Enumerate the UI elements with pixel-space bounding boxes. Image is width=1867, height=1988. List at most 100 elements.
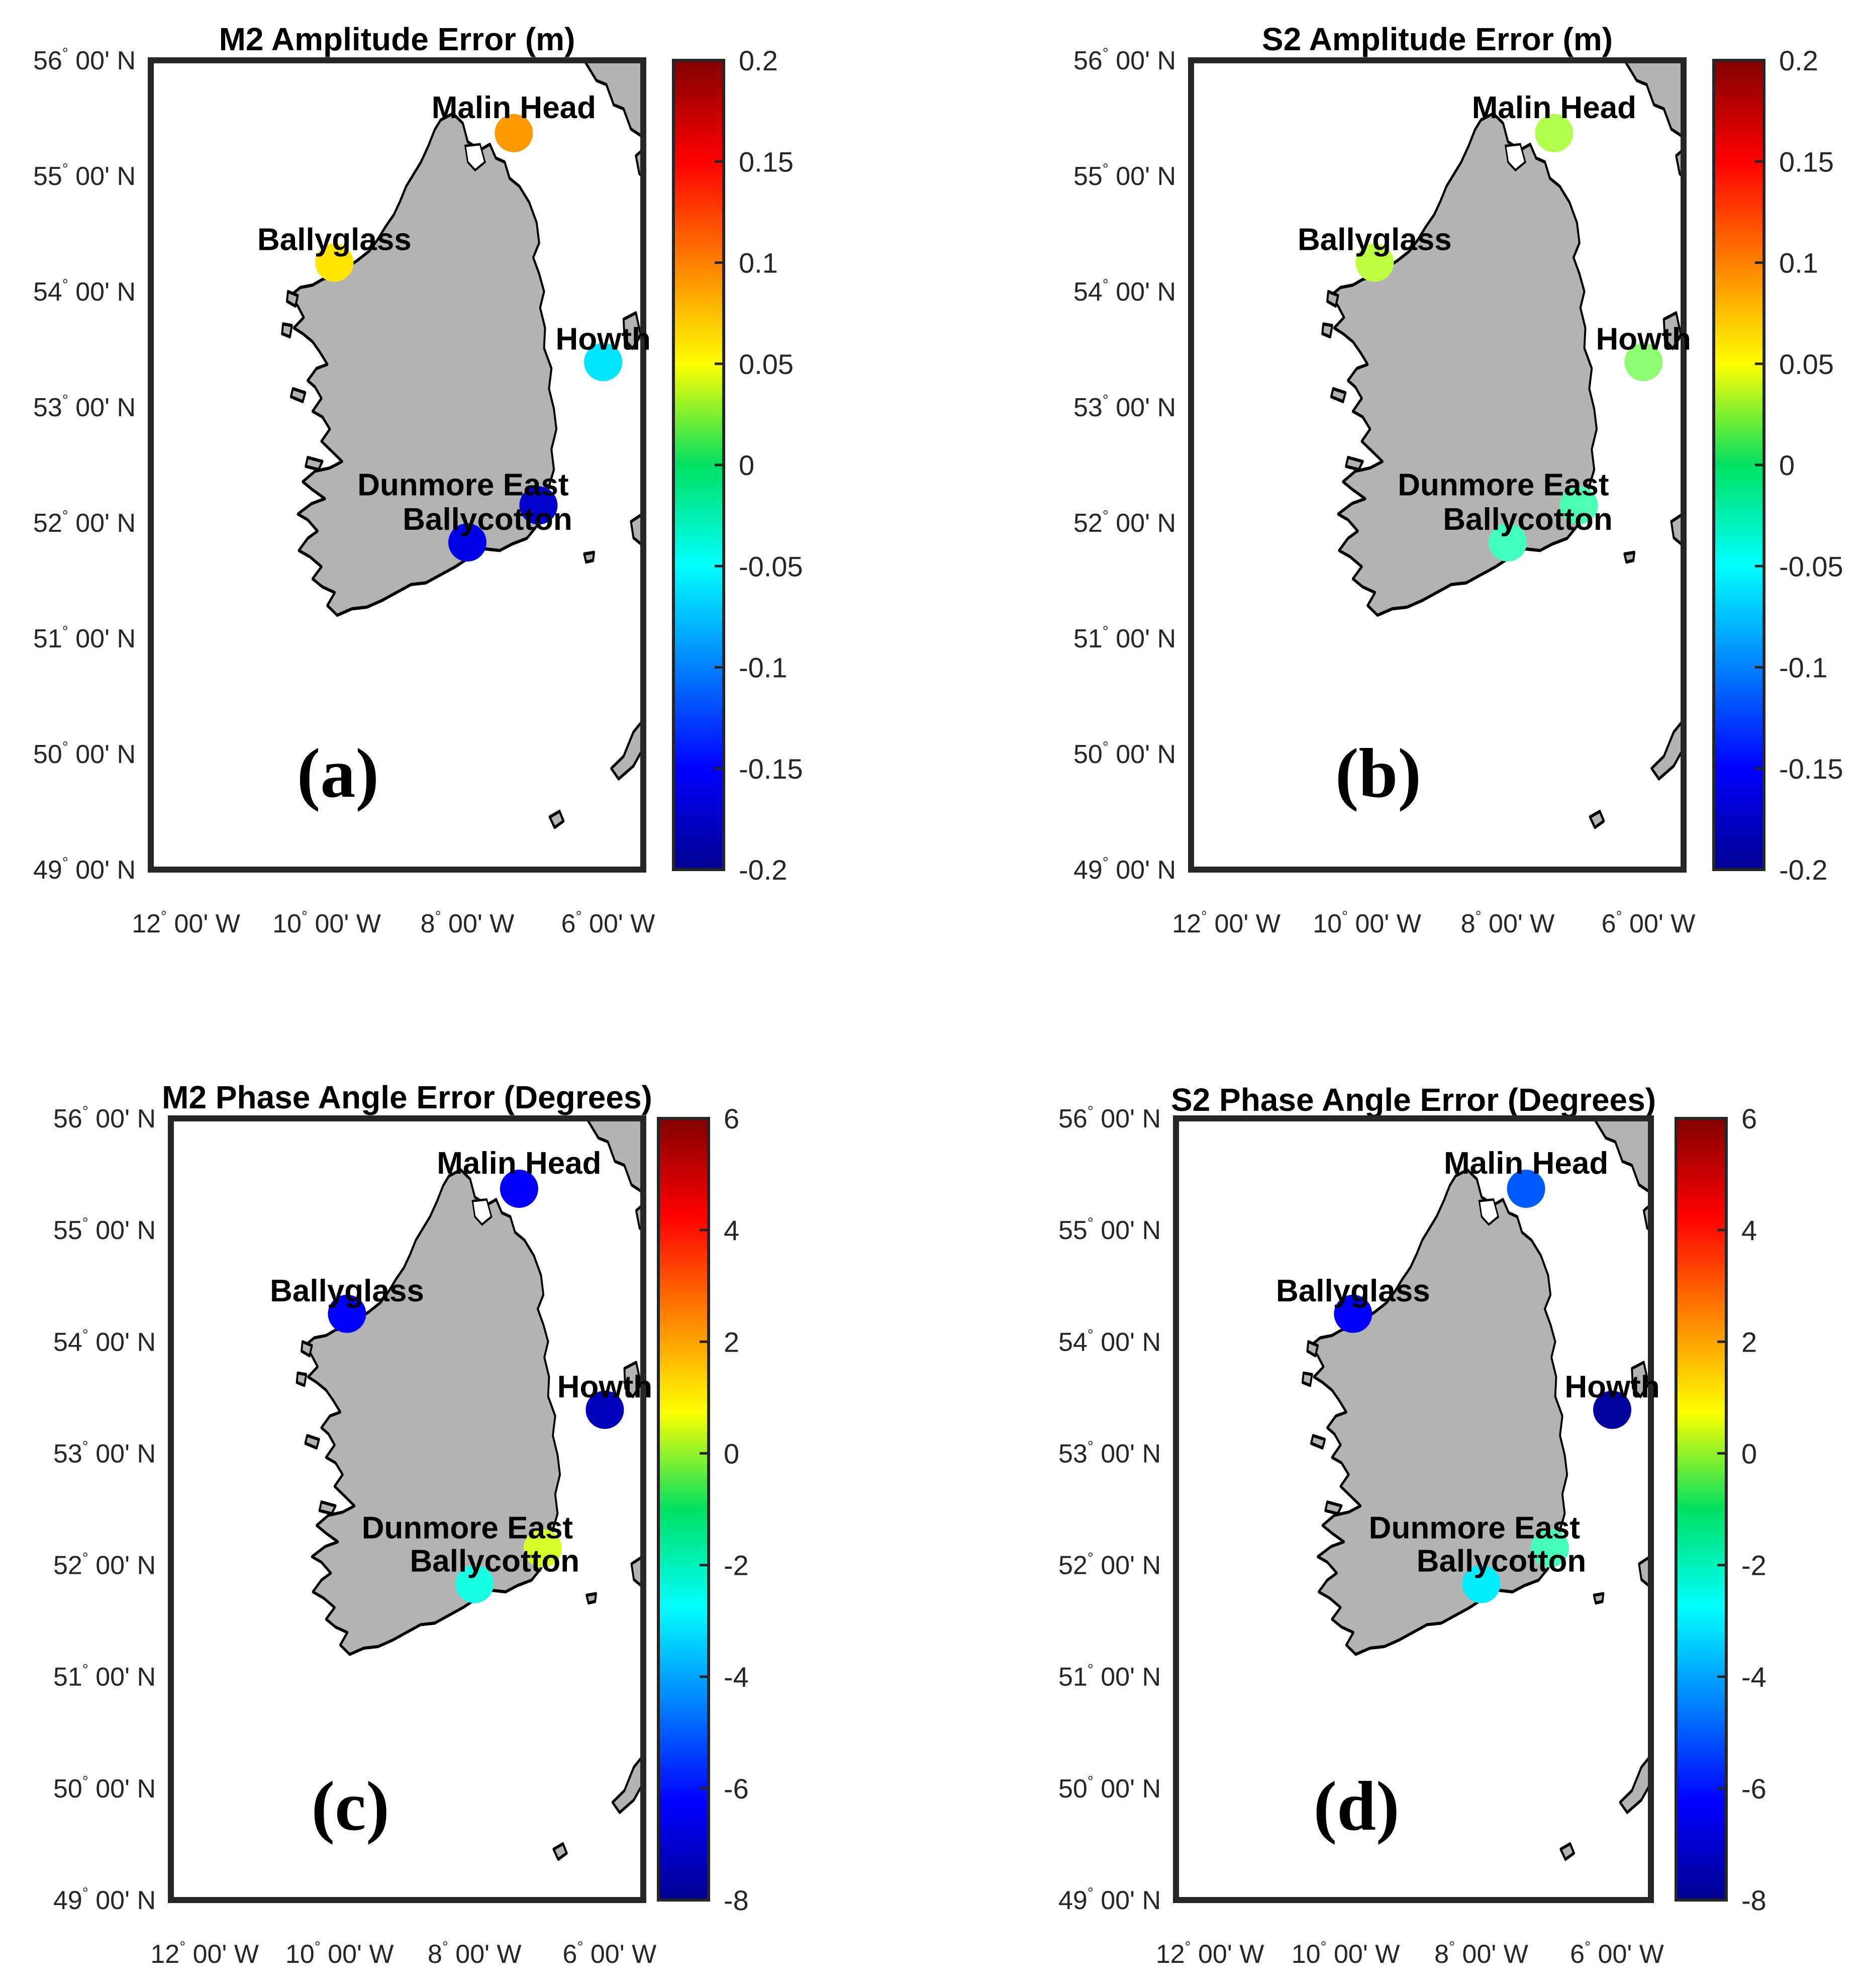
colorbar-tick-label: -0.1 xyxy=(1779,652,1828,684)
colorbar-tick-label: 0 xyxy=(1779,449,1795,481)
colorbar-tick-label: -0.1 xyxy=(739,652,788,684)
colorbar-tick-label: -0.05 xyxy=(1779,550,1843,582)
latitude-tick-label: 54° 00' N xyxy=(33,276,136,307)
latitude-tick-label: 53° 00' N xyxy=(33,392,136,422)
ireland-landmass xyxy=(1303,1170,1567,1654)
latitude-tick-label: 56° 00' N xyxy=(1073,45,1176,75)
longitude-tick-label: 6° 00' W xyxy=(561,908,655,938)
map-panel-b: S2 Amplitude Error (m) 56° 00' N 55° 00' N… xyxy=(1073,21,1843,938)
colorbar-tick-label: -8 xyxy=(1741,1884,1766,1916)
latitude-tick-label: 52° 00' N xyxy=(53,1550,156,1580)
latitude-tick-label: 52° 00' N xyxy=(1058,1550,1161,1580)
colorbar-tick-label: 0.1 xyxy=(1779,247,1818,279)
station-label: Dunmore East xyxy=(362,1510,573,1545)
colorbar-tick-label: 0.15 xyxy=(1779,146,1834,177)
longitude-tick-label: 12° 00' W xyxy=(1156,1939,1264,1969)
colorbar xyxy=(658,1118,709,1900)
latitude-tick-label: 53° 00' N xyxy=(1058,1438,1161,1468)
colorbar xyxy=(1676,1118,1726,1900)
latitude-tick-label: 51° 00' N xyxy=(53,1662,156,1692)
station-marker xyxy=(500,1169,538,1208)
panel-title: M2 Phase Angle Error (Degrees) xyxy=(162,1079,652,1115)
colorbar-tick-label: -6 xyxy=(1741,1773,1766,1805)
map-frame xyxy=(1173,1115,1654,1903)
latitude-tick-label: 50° 00' N xyxy=(1073,739,1176,769)
colorbar-tick-label: -4 xyxy=(1741,1661,1766,1693)
map-panel-c: M2 Phase Angle Error (Degrees)56° 00' N 5… xyxy=(53,1079,749,1969)
britain-coastline xyxy=(550,60,643,827)
colorbar-tick-label: 0.15 xyxy=(739,146,794,177)
colorbar-frame xyxy=(657,1117,710,1902)
panel-letter: (a) xyxy=(297,734,379,812)
station-label: Dunmore East xyxy=(1369,1510,1580,1545)
colorbar-tick-label: 0 xyxy=(724,1438,739,1469)
station-label: Malin Head xyxy=(1444,1146,1608,1181)
colorbar-tick-label: -8 xyxy=(724,1884,749,1916)
latitude-tick-label: 56° 00' N xyxy=(53,1103,156,1133)
colorbar-tick-label: -6 xyxy=(724,1773,749,1805)
colorbar-tick-label: 6 xyxy=(1741,1103,1757,1134)
station-label: Ballycotton xyxy=(1417,1544,1587,1578)
panel-letter: (b) xyxy=(1335,734,1421,812)
panel-title: S2 Amplitude Error (m) xyxy=(1262,21,1613,57)
longitude-tick-label: 6° 00' W xyxy=(1570,1939,1664,1969)
colorbar-tick-label: 0.2 xyxy=(739,45,778,76)
longitude-tick-label: 6° 00' W xyxy=(1602,908,1696,938)
colorbar-tick-label: -0.2 xyxy=(1779,854,1828,886)
latitude-tick-label: 53° 00' N xyxy=(53,1438,156,1468)
colorbar-tick-label: 6 xyxy=(724,1103,739,1134)
map-frame xyxy=(1188,57,1687,873)
station-marker xyxy=(519,486,558,525)
station-marker xyxy=(585,1390,624,1429)
colorbar-tick-label: 0.2 xyxy=(1779,45,1818,76)
latitude-tick-label: 50° 00' N xyxy=(33,739,136,769)
station-label: Ballyglass xyxy=(1298,223,1452,257)
station-marker xyxy=(1462,1565,1501,1603)
colorbar-tick-label: -2 xyxy=(1741,1550,1766,1581)
panel-letter: (d) xyxy=(1314,1767,1400,1845)
latitude-tick-label: 51° 00' N xyxy=(1058,1662,1161,1692)
station-label: Malin Head xyxy=(432,90,596,125)
ireland-landmass xyxy=(297,1170,560,1654)
longitude-tick-label: 12° 00' W xyxy=(150,1939,259,1969)
station-label: Ballyglass xyxy=(257,223,412,257)
station-marker xyxy=(1489,523,1527,562)
panel-title: S2 Phase Angle Error (Degrees) xyxy=(1171,1082,1656,1118)
station-label: Howth xyxy=(1564,1370,1659,1404)
colorbar-tick-label: 4 xyxy=(1741,1214,1757,1246)
station-label: Howth xyxy=(1596,322,1691,356)
station-marker xyxy=(1535,114,1574,152)
colorbar-tick-label: -0.15 xyxy=(1779,753,1843,785)
colorbar-tick-label: 2 xyxy=(724,1326,739,1358)
station-label: Howth xyxy=(556,322,651,356)
station-marker xyxy=(1559,486,1598,525)
station-marker xyxy=(328,1294,366,1333)
longitude-tick-label: 12° 00' W xyxy=(1172,908,1281,938)
britain-coastline xyxy=(1560,1118,1651,1859)
britain-coastline xyxy=(553,1118,643,1859)
station-marker xyxy=(1593,1390,1632,1429)
colorbar-tick-label: -0.05 xyxy=(739,550,803,582)
britain-coastline xyxy=(1590,60,1684,827)
latitude-tick-label: 55° 00' N xyxy=(33,161,136,191)
map-panel-a: M2 Amplitude Error (m) 56° 00' N 55° 00' N… xyxy=(33,21,803,938)
colorbar-tick-label: 0.05 xyxy=(1779,348,1834,380)
latitude-tick-label: 52° 00' N xyxy=(33,508,136,538)
panel-letter: (c) xyxy=(312,1767,389,1845)
colorbar-tick-label: 0 xyxy=(1741,1438,1757,1469)
colorbar-tick-label: -2 xyxy=(724,1550,749,1581)
latitude-tick-label: 49° 00' N xyxy=(53,1885,156,1915)
map-panel-d: S2 Phase Angle Error (Degrees) 56° 00' N 5… xyxy=(1058,1082,1766,1969)
latitude-tick-label: 50° 00' N xyxy=(1058,1773,1161,1804)
station-label: Ballycotton xyxy=(1443,502,1613,537)
colorbar-tick-label: 2 xyxy=(1741,1326,1757,1358)
station-marker xyxy=(1624,343,1663,382)
latitude-tick-label: 50° 00' N xyxy=(53,1773,156,1804)
longitude-tick-label: 8° 00' W xyxy=(428,1939,522,1969)
station-label: Ballycotton xyxy=(403,502,572,537)
longitude-tick-label: 6° 00' W xyxy=(563,1939,657,1969)
longitude-tick-label: 8° 00' W xyxy=(1434,1939,1528,1969)
station-label: Howth xyxy=(557,1370,652,1404)
colorbar-tick-label: 0 xyxy=(739,449,754,481)
latitude-tick-label: 56° 00' N xyxy=(33,45,136,75)
